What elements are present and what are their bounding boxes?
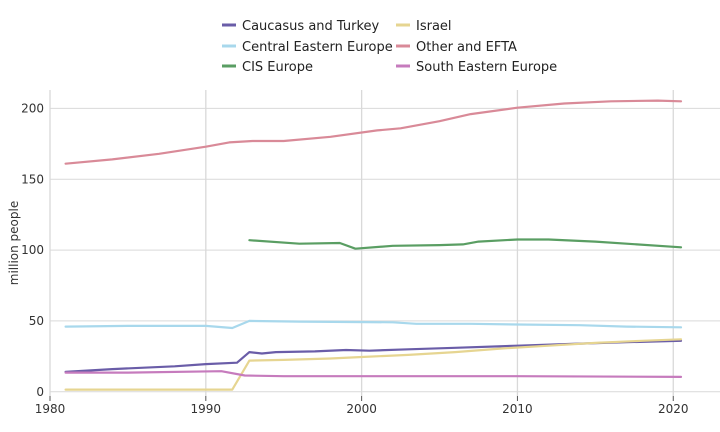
y-tick-label: 0 — [36, 385, 44, 399]
legend-item: CIS Europe — [222, 60, 313, 75]
legend-item: Other and EFTA — [396, 40, 517, 55]
legend-label: CIS Europe — [242, 60, 313, 75]
legend-item: Central Eastern Europe — [222, 40, 393, 55]
y-tick-label: 200 — [21, 101, 44, 115]
grid — [49, 90, 720, 396]
x-tick-label: 2000 — [346, 402, 377, 416]
y-tick-label: 100 — [21, 243, 44, 257]
legend-label: Caucasus and Turkey — [242, 19, 380, 34]
legend-item: Israel — [396, 19, 452, 34]
y-tick-label: 150 — [21, 172, 44, 186]
y-tick-label: 50 — [29, 314, 44, 328]
x-tick-label: 1980 — [35, 402, 66, 416]
legend-label: Central Eastern Europe — [242, 40, 393, 55]
legend-item: Caucasus and Turkey — [222, 19, 380, 34]
series-line-israel — [64, 338, 683, 391]
y-axis-title: million people — [7, 201, 21, 285]
legend: Caucasus and Turkey Central Eastern Europ… — [222, 19, 557, 75]
x-tick-label: 2020 — [658, 402, 689, 416]
series-lines — [64, 99, 683, 391]
x-tick-label: 2010 — [502, 402, 533, 416]
series-line-caucasus-and-turkey — [64, 339, 683, 373]
legend-item: South Eastern Europe — [396, 60, 557, 75]
series-line-other-and-efta — [64, 99, 683, 165]
axes: 0 50 100 150 200 1980 1990 2000 2010 2020 — [21, 101, 688, 416]
series-line-cis-europe — [248, 238, 683, 250]
series-line-central-eastern-europe — [64, 319, 683, 330]
legend-label: Israel — [416, 19, 452, 34]
legend-label: South Eastern Europe — [416, 60, 557, 75]
x-tick-label: 1990 — [191, 402, 222, 416]
series-line-south-eastern-europe — [64, 370, 683, 378]
legend-label: Other and EFTA — [416, 40, 517, 55]
